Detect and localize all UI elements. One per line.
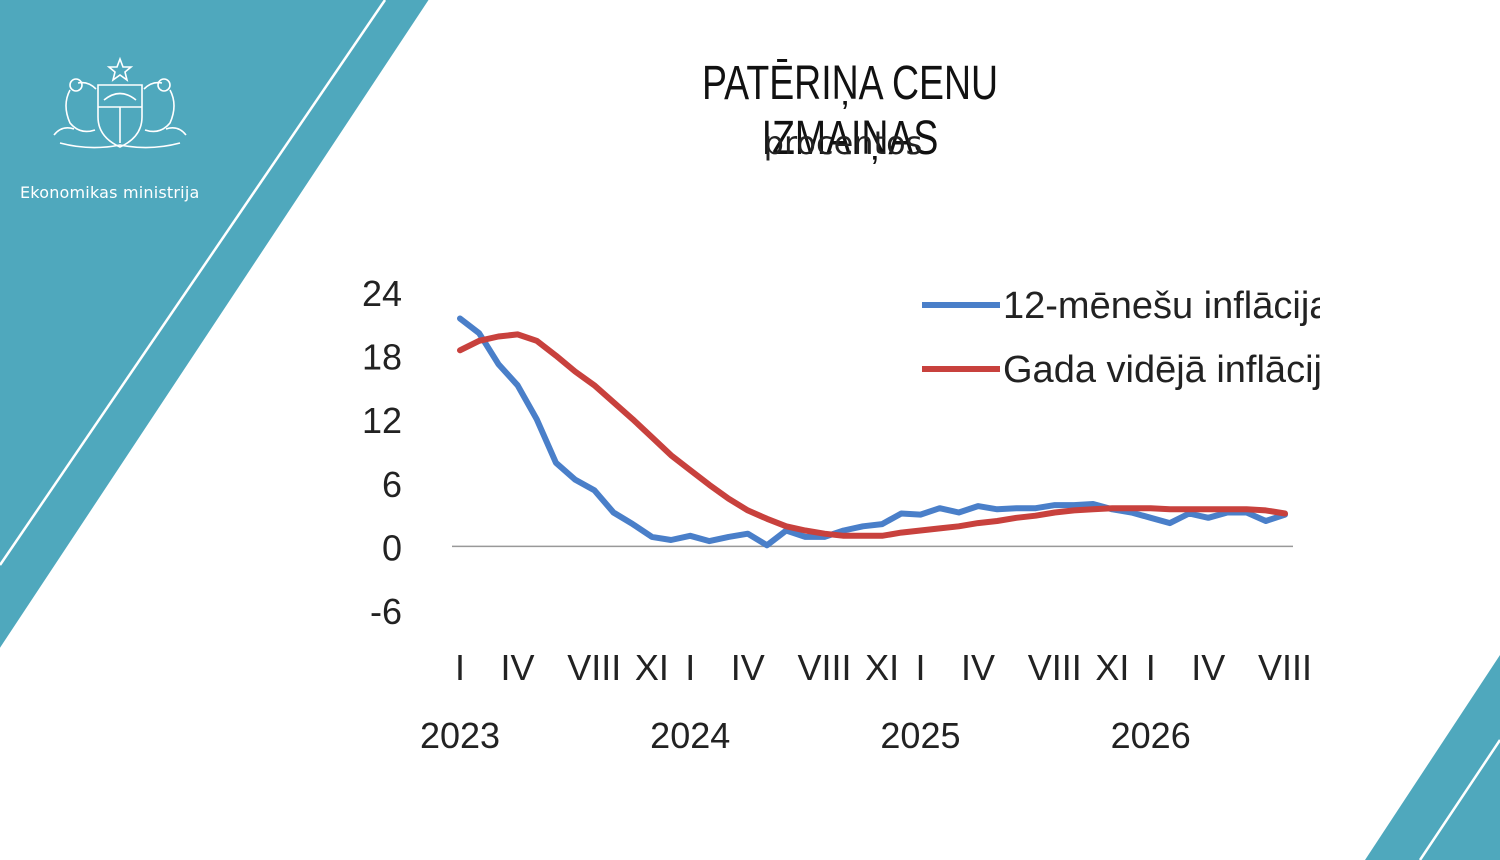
x-month-tick-label: XI	[865, 647, 899, 688]
x-year-tick-label: 2023	[420, 715, 500, 756]
left-diagonal-line-1	[0, 0, 387, 566]
y-tick-label: 18	[362, 337, 402, 378]
series-layer	[457, 315, 1288, 549]
x-month-tick-label: IV	[1191, 647, 1225, 688]
y-tick-label: 0	[382, 527, 402, 568]
y-tick-label: 6	[382, 464, 402, 505]
x-year-tick-label: 2025	[880, 715, 960, 756]
x-month-tick-label: XI	[1095, 647, 1129, 688]
x-month-tick-label: I	[915, 647, 925, 688]
chart-subtitle: procentos	[763, 124, 923, 162]
right-diagonal-line	[1418, 739, 1500, 860]
y-tick-label: -6	[370, 591, 402, 632]
x-month-tick-label: I	[685, 647, 695, 688]
y-tick-label: 24	[362, 273, 402, 314]
chart-title: PATĒRIŅA CENU IZMAIŅAS	[701, 57, 999, 165]
x-month-tick-label: VIII	[567, 647, 621, 688]
x-year-tick-label: 2026	[1111, 715, 1191, 756]
organization-name: Ekonomikas ministrija	[20, 183, 200, 202]
x-axis: I IV VIII XI I IV VIII XI I IV VIII XI I IV VIII 2023 20…	[420, 647, 1312, 756]
x-month-tick-label: IV	[731, 647, 765, 688]
legend: 12-mēnešu inflācija Gada vidējā inflācija	[922, 285, 1320, 391]
series-line-12m	[457, 315, 1288, 549]
x-month-tick-label: VIII	[1028, 647, 1082, 688]
x-month-tick-label: VIII	[798, 647, 852, 688]
latvian-coat-of-arms-icon	[53, 56, 187, 149]
x-month-tick-label: I	[455, 647, 465, 688]
x-month-tick-label: IV	[501, 647, 535, 688]
x-month-tick-label: IV	[961, 647, 995, 688]
legend-label: Gada vidējā inflācija	[1003, 349, 1320, 391]
y-axis: 24 18 12 6 0 -6	[362, 273, 402, 632]
legend-label: 12-mēnešu inflācija	[1003, 285, 1320, 327]
x-month-tick-label: XI	[635, 647, 669, 688]
x-month-tick-label: VIII	[1258, 647, 1312, 688]
x-year-tick-label: 2024	[650, 715, 730, 756]
x-month-tick-label: I	[1146, 647, 1156, 688]
series-line-avg	[457, 331, 1288, 539]
right-accent-panel	[1365, 655, 1500, 860]
y-tick-label: 12	[362, 400, 402, 441]
left-diagonal-line-2	[0, 0, 432, 651]
